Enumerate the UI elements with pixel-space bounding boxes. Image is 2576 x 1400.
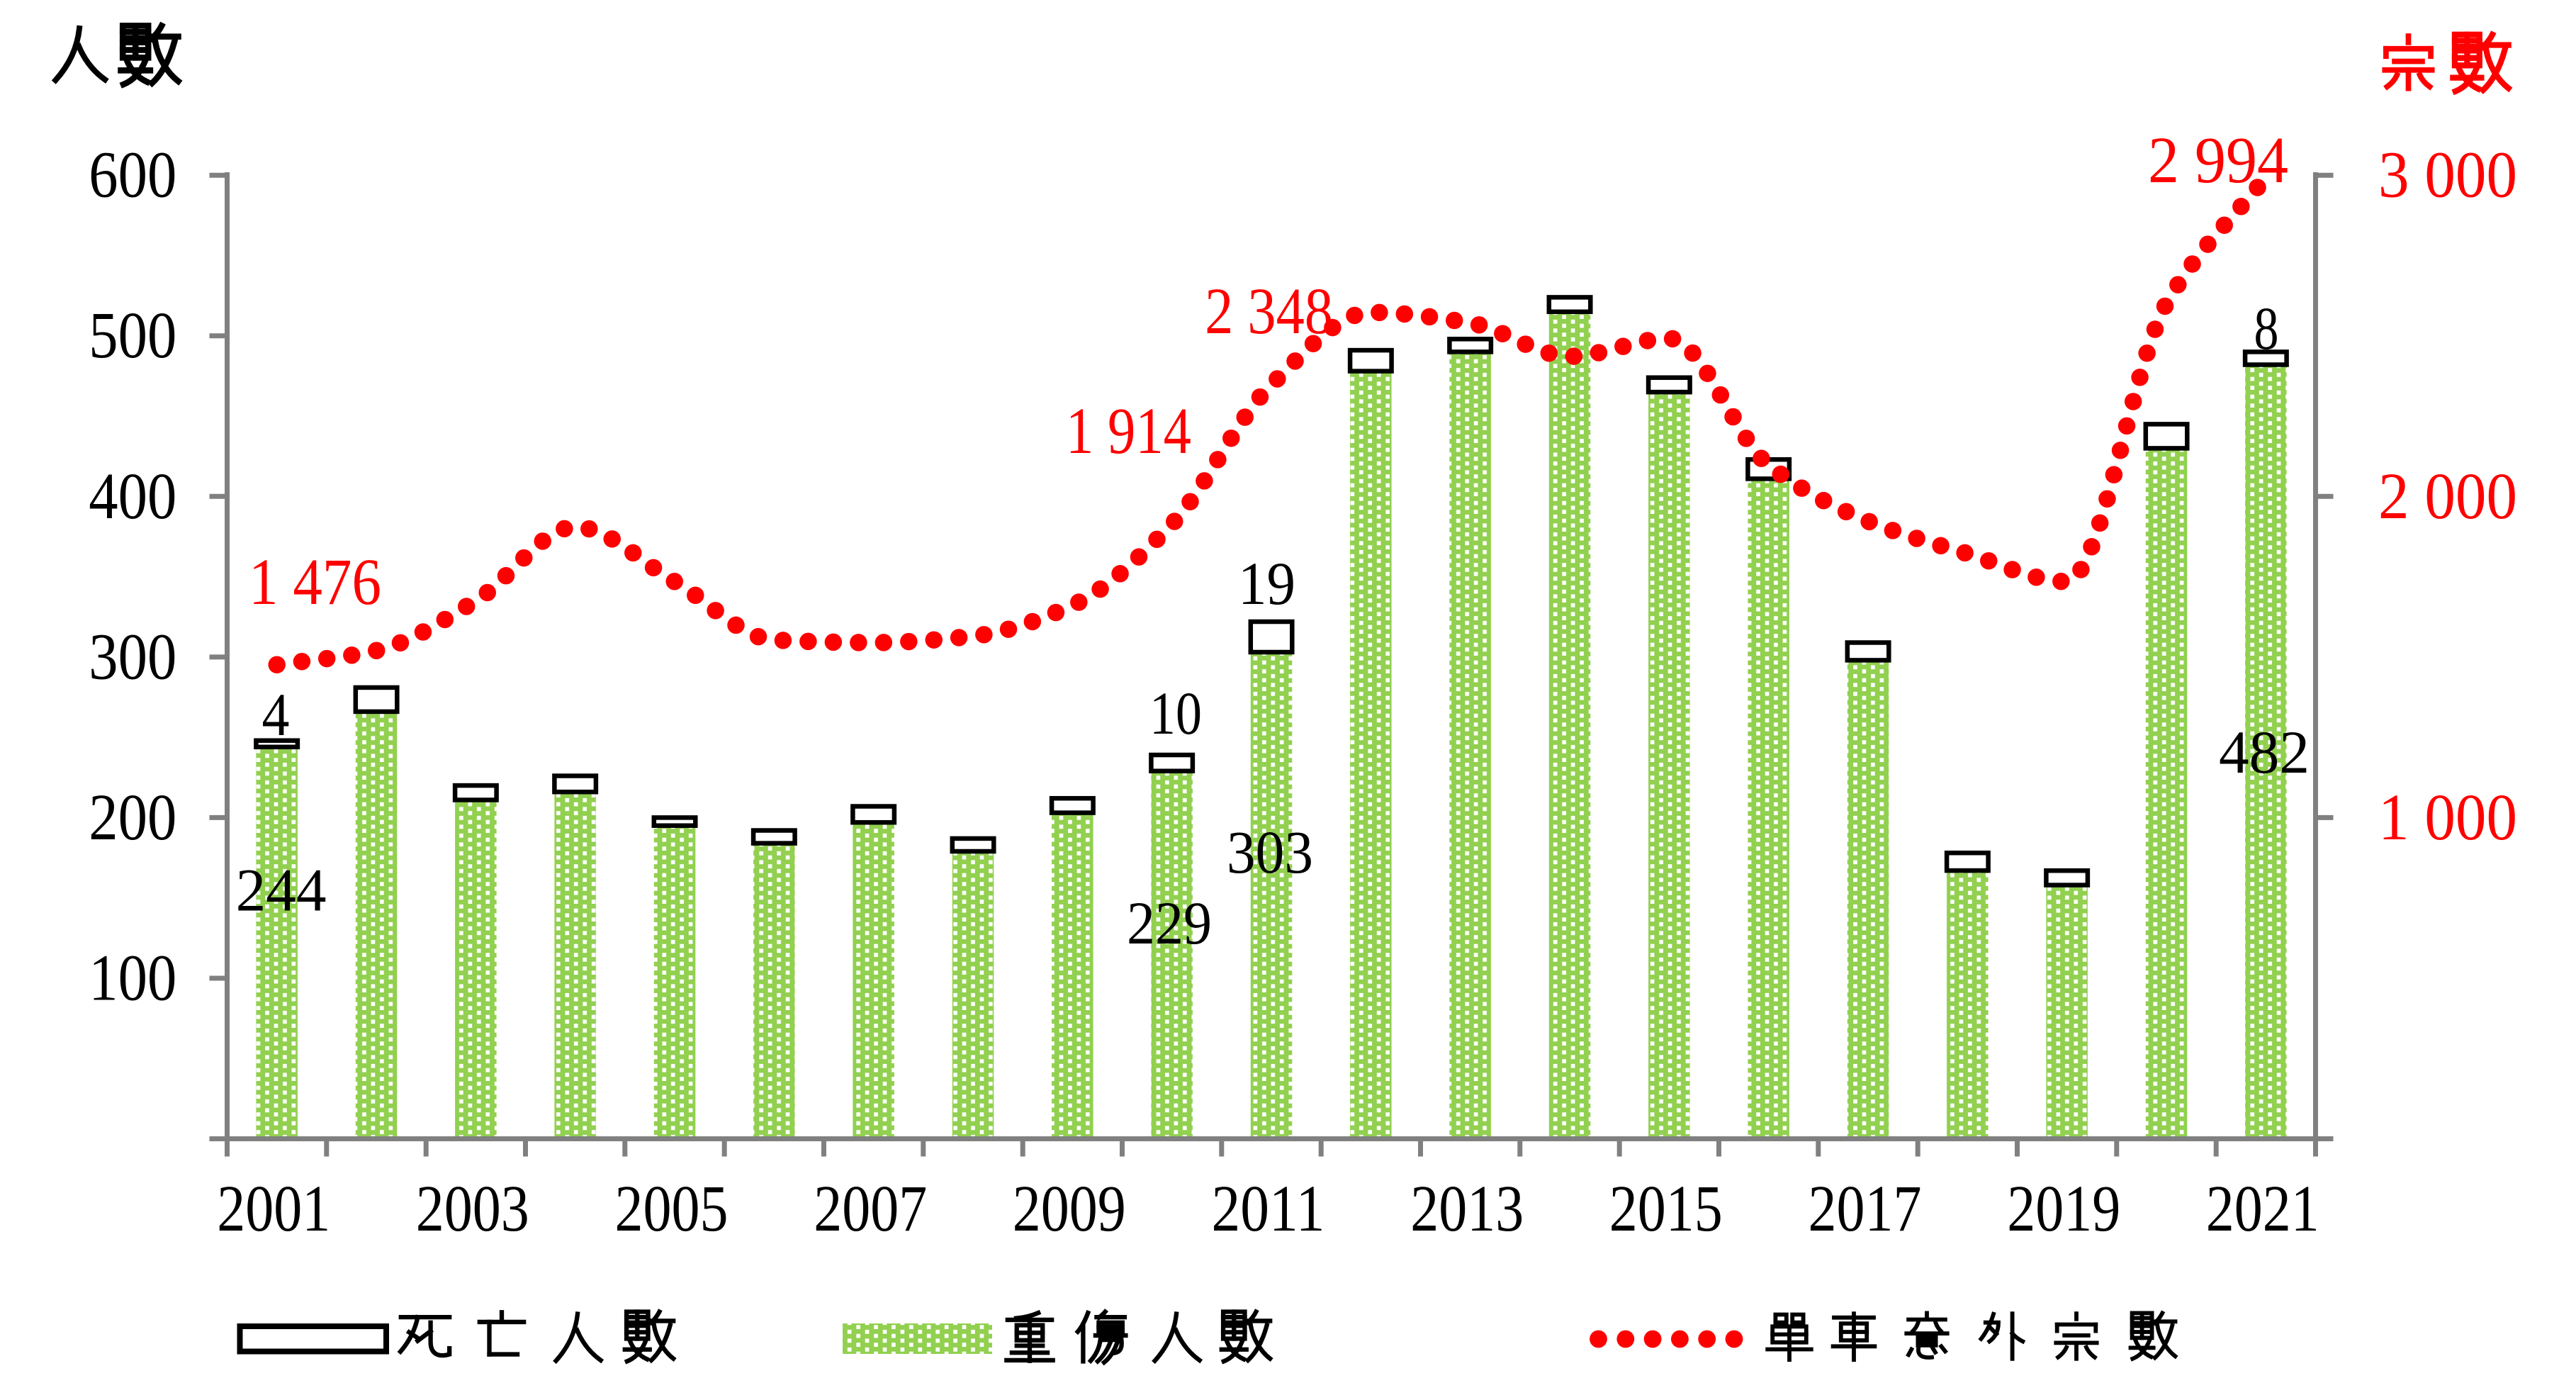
svg-text:1 000: 1 000 [2378, 781, 2517, 854]
svg-text:200: 200 [89, 781, 176, 854]
svg-text:10: 10 [1149, 679, 1202, 747]
svg-text:8: 8 [2254, 294, 2279, 362]
svg-text:300: 300 [89, 620, 176, 693]
svg-text:244: 244 [236, 856, 327, 924]
svg-text:482: 482 [2219, 718, 2310, 786]
svg-text:2003: 2003 [416, 1172, 529, 1245]
svg-text:400: 400 [89, 460, 176, 533]
svg-text:500: 500 [89, 299, 176, 372]
svg-text:100: 100 [89, 942, 176, 1015]
svg-text:2015: 2015 [1609, 1172, 1723, 1245]
svg-text:1 476: 1 476 [249, 546, 381, 619]
svg-text:303: 303 [1227, 818, 1313, 886]
svg-text:19: 19 [1238, 549, 1295, 617]
svg-text:2017: 2017 [1809, 1172, 1922, 1245]
svg-text:600: 600 [89, 139, 176, 212]
svg-text:2007: 2007 [814, 1172, 927, 1245]
svg-text:229: 229 [1127, 889, 1212, 957]
svg-text:2 348: 2 348 [1205, 275, 1333, 348]
svg-text:2 000: 2 000 [2378, 460, 2517, 533]
svg-text:2013: 2013 [1410, 1172, 1524, 1245]
svg-text:2011: 2011 [1212, 1172, 1325, 1245]
svg-text:1 914: 1 914 [1066, 395, 1191, 468]
svg-text:4: 4 [262, 681, 290, 749]
svg-text:2019: 2019 [2007, 1172, 2120, 1245]
svg-text:2001: 2001 [217, 1172, 330, 1245]
svg-text:2 994: 2 994 [2148, 124, 2288, 197]
svg-text:3 000: 3 000 [2378, 139, 2517, 212]
svg-text:2009: 2009 [1013, 1172, 1126, 1245]
svg-text:2005: 2005 [615, 1172, 729, 1245]
svg-text:2021: 2021 [2206, 1172, 2319, 1245]
